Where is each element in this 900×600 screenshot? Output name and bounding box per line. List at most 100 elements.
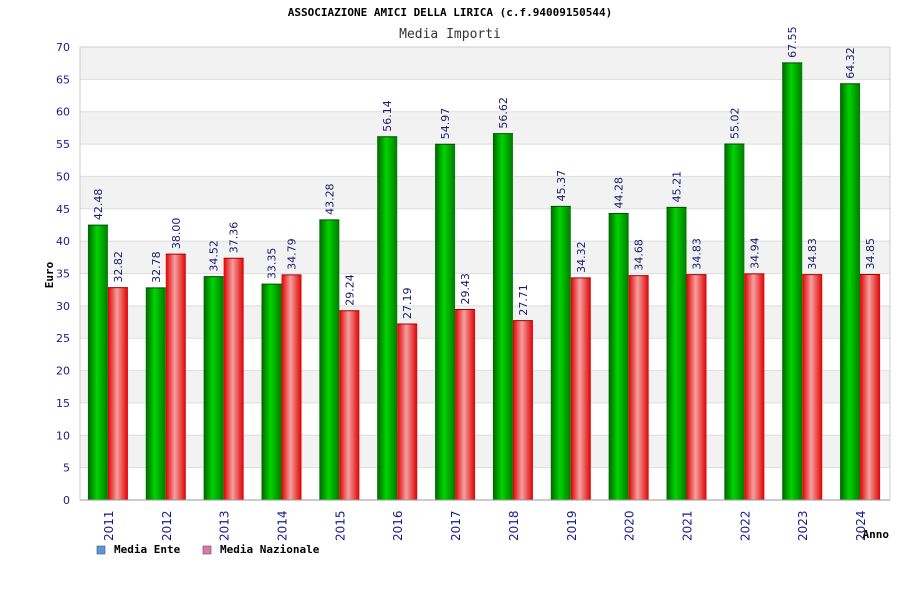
x-tick-label: 2019 [565,510,579,541]
bar-media-nazionale [744,273,765,500]
y-tick-label: 40 [56,235,70,248]
bar-media-ente [666,207,687,501]
x-tick-label: 2016 [391,510,405,541]
data-label: 34.85 [864,238,877,270]
bar-media-ente [261,284,282,500]
y-tick-label: 35 [56,268,70,281]
x-tick-label: 2018 [507,510,521,541]
y-tick-label: 55 [56,138,70,151]
data-label: 67.55 [786,26,799,58]
data-label: 34.52 [208,240,221,272]
bar-media-nazionale [165,254,186,500]
bar-media-ente [550,206,571,500]
legend: Media Ente Media Nazionale [96,543,320,556]
data-label: 38.00 [170,218,183,250]
bar-media-ente [377,136,398,500]
x-tick-label: 2020 [623,510,637,541]
bar-media-ente [203,276,224,500]
data-label: 34.83 [691,238,704,270]
x-tick-label: 2021 [681,510,695,541]
grid-band [80,111,890,145]
data-label: 42.48 [92,189,105,221]
chart-subtitle: Media Importi [399,27,501,42]
x-axis-ticks: 2011 2012 2013 2014 2015 2016 2017 2018 2019 2020… [102,510,868,541]
bar-media-nazionale [512,320,533,500]
y-tick-label: 70 [56,41,70,54]
bar-media-ente [840,83,861,500]
y-tick-label: 20 [56,365,70,378]
data-label: 27.19 [401,288,414,320]
bar-media-nazionale [397,324,418,500]
y-tick-label: 5 [63,462,70,475]
data-label: 45.21 [671,171,684,203]
bar-media-nazionale [628,275,649,500]
y-tick-label: 60 [56,106,70,119]
data-labels: 42.48 32.82 32.78 38.00 34.52 37.36 33.35 34.79… [92,26,877,319]
x-tick-label: 2024 [854,510,868,541]
data-label: 54.97 [439,108,452,140]
data-label: 44.28 [613,177,626,209]
x-tick-label: 2017 [449,510,463,541]
bar-media-nazionale [802,274,823,500]
bar-media-nazionale [570,277,591,500]
bar-media-ente [435,144,456,500]
data-label: 32.82 [112,251,125,283]
data-label: 34.79 [286,238,299,270]
legend-swatch [96,545,106,555]
bar-media-ente [608,213,629,501]
bar-media-ente [782,62,803,500]
bar-media-nazionale [339,310,360,500]
y-tick-label: 45 [56,203,70,216]
y-tick-label: 65 [56,73,70,86]
data-label: 64.32 [844,47,857,79]
data-label: 29.43 [459,273,472,305]
x-tick-label: 2022 [738,510,752,541]
bar-media-nazionale [686,274,707,500]
grid-band [80,47,890,80]
grid-band [80,241,890,274]
bar-media-ente [87,225,108,500]
legend-swatch [202,545,212,555]
grid-band [80,176,890,209]
legend-label: Media Nazionale [220,543,320,556]
grid-band [80,305,890,339]
data-label: 34.68 [633,239,646,271]
y-tick-label: 0 [63,494,70,507]
bar-media-ente [145,287,166,500]
grid-bands [80,47,890,468]
data-label: 45.37 [555,170,568,202]
y-axis-title: Euro [43,261,56,288]
bar-media-ente [319,219,340,500]
data-label: 34.94 [748,237,761,269]
x-tick-label: 2015 [333,510,347,541]
data-label: 33.35 [266,248,279,280]
y-tick-label: 50 [56,170,70,183]
grid-band [80,435,890,468]
data-label: 43.28 [323,183,336,215]
bar-media-nazionale [860,274,881,500]
y-tick-label: 25 [56,332,70,345]
bar-media-nazionale [107,287,128,500]
bar-media-ente [492,133,513,500]
x-tick-label: 2013 [218,510,232,541]
bars [87,62,881,501]
y-tick-label: 30 [56,300,70,313]
bar-media-nazionale [455,309,476,500]
data-label: 34.83 [806,238,819,270]
bar-media-nazionale [281,274,302,500]
grid-band [80,370,890,403]
data-label: 34.32 [575,241,588,273]
legend-label: Media Ente [114,543,181,556]
data-label: 27.71 [517,284,530,316]
x-tick-label: 2014 [276,510,290,541]
x-axis-title: Anno [863,528,890,541]
x-tick-label: 2023 [796,510,810,541]
chart-title: ASSOCIAZIONE AMICI DELLA LIRICA (c.f.940… [288,6,613,19]
data-label: 29.24 [343,274,356,306]
x-tick-label: 2012 [160,510,174,541]
data-label: 55.02 [728,107,741,139]
data-label: 37.36 [228,222,241,254]
bar-media-ente [724,143,745,500]
x-tick-label: 2011 [102,510,116,541]
